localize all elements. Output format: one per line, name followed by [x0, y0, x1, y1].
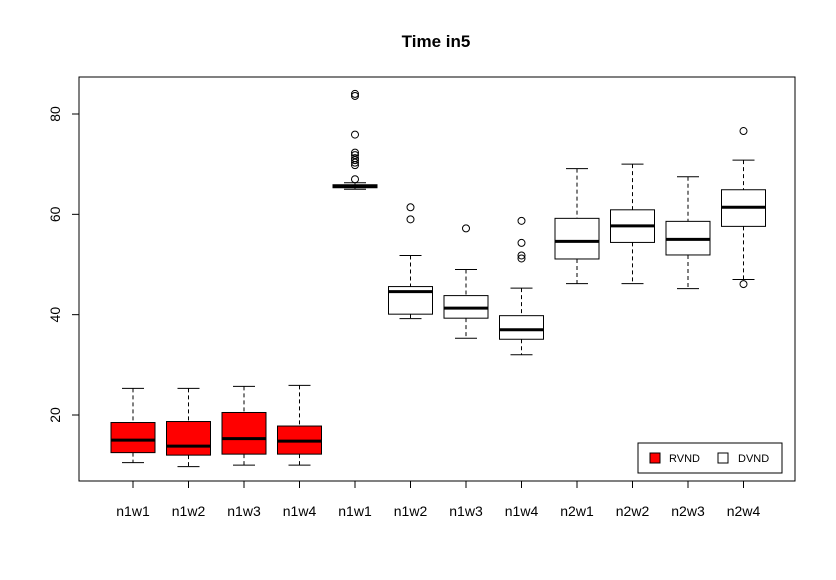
outlier-point [351, 151, 359, 160]
box-rvnd [166, 387, 211, 468]
box-dvnd [388, 203, 433, 320]
x-tick-label: n2w2 [616, 503, 650, 519]
y-axis: 20 40 60 80 [47, 106, 80, 423]
outlier-point [406, 215, 415, 224]
legend-swatch-dvnd [717, 452, 729, 464]
box-iqr [554, 217, 600, 260]
outlier-point [351, 91, 359, 100]
outlier-point [351, 89, 359, 98]
box-dvnd [610, 163, 655, 285]
x-tick-label: n1w4 [505, 503, 539, 519]
y-tick-label: 20 [47, 407, 63, 423]
outlier-point [517, 238, 526, 247]
x-tick-label: n2w4 [727, 503, 761, 519]
outlier-point [351, 156, 359, 165]
x-tick-label: n1w2 [172, 503, 206, 519]
x-tick-label: n1w1 [338, 503, 372, 519]
outlier-point [739, 127, 748, 136]
x-tick-label: n1w3 [227, 503, 261, 519]
x-tick-label: n1w1 [116, 503, 150, 519]
outlier-point [351, 175, 359, 184]
legend: RVND DVND [637, 442, 783, 474]
box-dvnd [665, 176, 711, 290]
outlier-point [462, 224, 470, 233]
outlier-point [517, 254, 526, 263]
x-tick-label: n1w2 [394, 503, 428, 519]
box-iqr [110, 422, 156, 454]
y-tick-label: 60 [47, 206, 63, 222]
chart-title: Time in5 [402, 32, 471, 51]
outlier-point [351, 154, 359, 163]
x-axis: n1w1 n1w2 n1w3 n1w4 n1w1 n1w2 n1w3 n1w4 n2w1 n2w2… [116, 480, 761, 519]
x-tick-label: n1w3 [449, 503, 483, 519]
box-iqr [221, 411, 267, 455]
boxes-layer [110, 89, 766, 468]
outlier-point [406, 203, 415, 212]
legend-label-dvnd: DVND [738, 453, 769, 465]
x-tick-label: n2w3 [671, 503, 705, 519]
y-tick-label: 40 [47, 307, 63, 323]
outlier-point [351, 158, 359, 167]
outlier-point [351, 148, 359, 157]
legend-frame [637, 442, 783, 474]
box-rvnd [221, 385, 267, 466]
box-dvnd [443, 224, 489, 339]
outlier-point [517, 251, 526, 260]
box-iqr [499, 315, 544, 340]
box-dvnd [554, 168, 600, 285]
x-tick-label: n2w1 [560, 503, 594, 519]
legend-swatch-rvnd [649, 452, 661, 464]
box-rvnd [277, 384, 322, 466]
box-iqr [166, 421, 211, 456]
box-dvnd [332, 89, 378, 190]
outlier-point [351, 130, 359, 139]
y-tick-label: 80 [47, 106, 63, 122]
legend-label-rvnd: RVND [669, 453, 700, 465]
box-rvnd [110, 387, 156, 464]
outlier-point [739, 280, 748, 289]
box-dvnd [721, 127, 766, 289]
box-dvnd [499, 216, 544, 356]
outlier-point [517, 216, 526, 225]
x-tick-label: n1w4 [283, 503, 317, 519]
